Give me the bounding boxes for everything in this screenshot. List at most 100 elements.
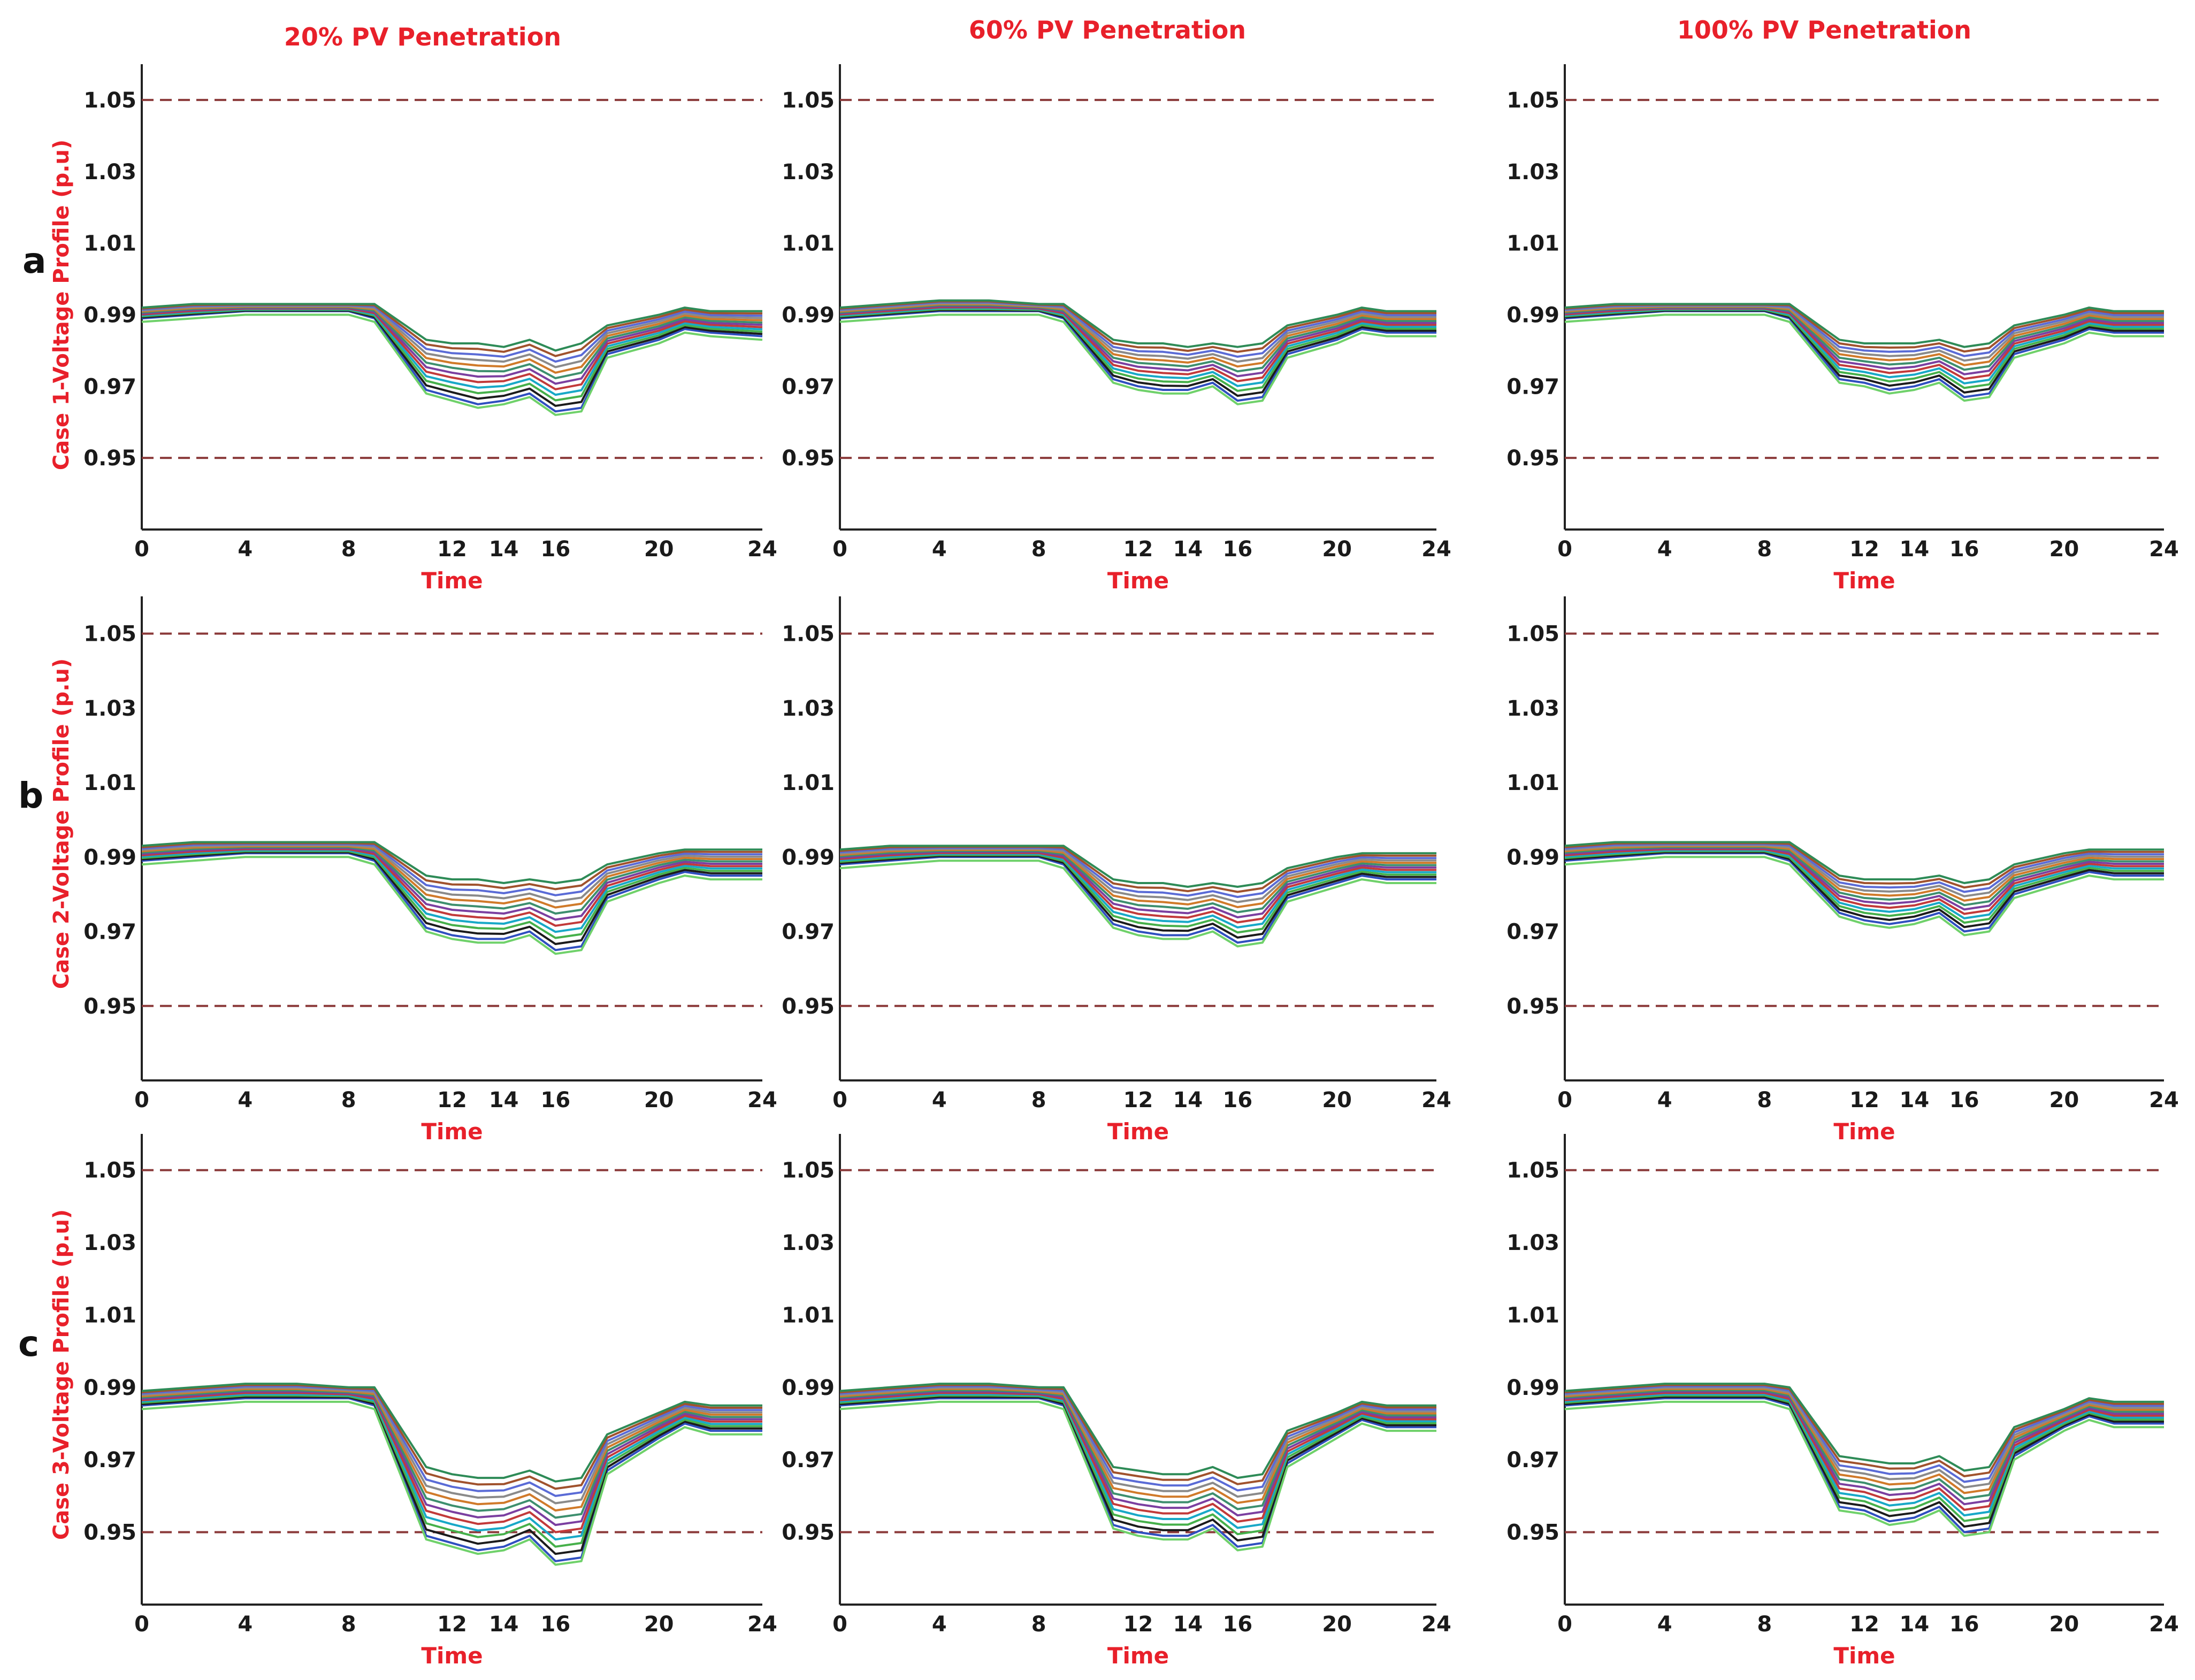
y-tick-label: 0.95	[1506, 994, 1559, 1019]
series-line	[839, 1393, 1436, 1529]
x-axis-label: Time	[421, 1118, 483, 1145]
y-tick-label: 0.99	[83, 1376, 136, 1400]
panel-2-2: 0.95 0.97 0.99 1.01 1.03 1.05 0 4 8 12 14 16 20 24 Tim…	[1506, 1134, 2179, 1669]
series-line	[839, 299, 1436, 348]
y-tick-label: 0.99	[1506, 1376, 1559, 1400]
x-tick-label: 14	[1173, 1088, 1203, 1113]
series-line	[1564, 1393, 2164, 1517]
row-ylabel-case2: Case 2-Voltage Profile (p.u)	[49, 658, 74, 989]
series-line	[839, 1383, 1436, 1479]
x-tick-label: 0	[1557, 1088, 1572, 1113]
panel-2-1: 0.95 0.97 0.99 1.01 1.03 1.05 0 4 8 12 14 16 20 24 Tim…	[782, 1134, 1451, 1669]
y-tick-label: 1.01	[83, 1303, 136, 1328]
series-line-lowest	[839, 1400, 1436, 1552]
x-tick-label: 14	[1173, 537, 1203, 562]
x-axis-label: Time	[1107, 1643, 1169, 1669]
row-letter-c: c	[18, 1323, 39, 1364]
y-tick-label: 0.99	[782, 1376, 835, 1400]
y-tick-label: 0.97	[782, 374, 835, 399]
x-tick-label: 12	[437, 537, 467, 562]
panel-0-0: 0.95 0.97 0.99 1.01 1.03 1.05 0 4 8 12 14 16 20 24 Tim…	[83, 64, 777, 594]
col-title-20: 20% PV Penetration	[284, 22, 561, 51]
x-tick-label: 8	[341, 537, 356, 562]
x-tick-label: 16	[1949, 1088, 1979, 1113]
series-line-lowest	[1564, 1400, 2164, 1537]
y-tick-label: 0.95	[83, 446, 136, 471]
x-tick-label: 0	[1557, 537, 1572, 562]
x-tick-label: 20	[1322, 1088, 1352, 1113]
series-line	[839, 1394, 1436, 1536]
x-tick-label: 24	[747, 537, 777, 562]
series-line	[1564, 1386, 2164, 1489]
x-tick-label: 20	[2049, 1612, 2079, 1637]
series-line	[1564, 1384, 2164, 1477]
y-tick-label: 1.01	[83, 232, 136, 256]
series-line-lowest	[141, 856, 762, 955]
row-ylabel-case3: Case 3-Voltage Profile (p.u)	[49, 1209, 74, 1540]
x-tick-label: 16	[540, 537, 570, 562]
y-tick-label: 0.95	[782, 994, 835, 1019]
y-tick-label: 0.97	[83, 374, 136, 399]
x-tick-label: 24	[2149, 537, 2179, 562]
y-tick-label: 1.01	[1506, 232, 1559, 256]
x-tick-label: 0	[134, 1612, 149, 1637]
y-tick-label: 0.97	[782, 1448, 835, 1472]
y-tick-label: 1.05	[83, 88, 136, 113]
series-line-lowest	[141, 1400, 762, 1566]
x-tick-label: 20	[644, 1088, 674, 1113]
col-title-60: 60% PV Penetration	[969, 16, 1246, 44]
series-line	[1564, 303, 2164, 348]
x-tick-label: 12	[1123, 537, 1153, 562]
series-line	[141, 1392, 762, 1533]
y-tick-label: 0.99	[83, 303, 136, 327]
series-line-lowest	[839, 860, 1436, 948]
series-line	[141, 1390, 762, 1526]
row-ylabel-case1: Case 1-Voltage Profile (p.u)	[49, 140, 74, 470]
y-tick-label: 0.97	[1506, 1448, 1559, 1472]
x-tick-label: 8	[1031, 1088, 1046, 1113]
x-axis-label: Time	[421, 1643, 483, 1669]
series-line	[1564, 1389, 2164, 1500]
x-tick-label: 16	[1949, 1612, 1979, 1637]
series-line	[1564, 1397, 2164, 1533]
series-line	[839, 1392, 1436, 1523]
series-line	[839, 1386, 1436, 1498]
y-tick-label: 0.95	[1506, 446, 1559, 471]
y-tick-label: 1.05	[83, 1159, 136, 1183]
x-tick-label: 4	[1657, 1612, 1672, 1637]
x-tick-label: 20	[2049, 1088, 2079, 1113]
x-tick-label: 0	[832, 1088, 847, 1113]
y-tick-label: 0.97	[782, 920, 835, 945]
x-tick-label: 24	[2149, 1612, 2179, 1637]
x-tick-label: 20	[2049, 537, 2079, 562]
y-tick-label: 1.01	[1506, 771, 1559, 795]
series-line	[839, 1385, 1436, 1492]
x-tick-label: 8	[1031, 537, 1046, 562]
row-letter-b: b	[18, 775, 43, 816]
y-tick-label: 1.05	[782, 88, 835, 113]
x-tick-label: 14	[1899, 537, 1929, 562]
y-tick-label: 0.95	[1506, 1521, 1559, 1545]
x-tick-label: 24	[747, 1088, 777, 1113]
x-tick-label: 24	[1421, 1612, 1451, 1637]
x-tick-label: 20	[1322, 1612, 1352, 1637]
y-tick-label: 1.03	[83, 1231, 136, 1255]
series-line	[1564, 1383, 2164, 1472]
x-tick-label: 8	[1757, 1612, 1772, 1637]
series-line	[141, 1395, 762, 1555]
x-tick-label: 12	[1849, 537, 1879, 562]
x-axis-label: Time	[1833, 567, 1895, 594]
series-line	[839, 1387, 1436, 1504]
y-tick-label: 1.05	[1506, 622, 1559, 647]
x-tick-label: 0	[832, 1612, 847, 1637]
y-tick-label: 1.01	[782, 1303, 835, 1328]
series-line	[1564, 1390, 2164, 1506]
x-tick-label: 20	[1322, 537, 1352, 562]
y-tick-label: 0.95	[782, 1521, 835, 1545]
y-tick-label: 0.99	[782, 303, 835, 327]
series-line-lowest	[839, 313, 1436, 405]
panel-2-0: 0.95 0.97 0.99 1.01 1.03 1.05 0 4 8 12 14 16 20 24 Tim…	[83, 1134, 777, 1669]
x-tick-label: 16	[1949, 537, 1979, 562]
y-tick-label: 0.99	[1506, 845, 1559, 870]
x-tick-label: 8	[1757, 537, 1772, 562]
